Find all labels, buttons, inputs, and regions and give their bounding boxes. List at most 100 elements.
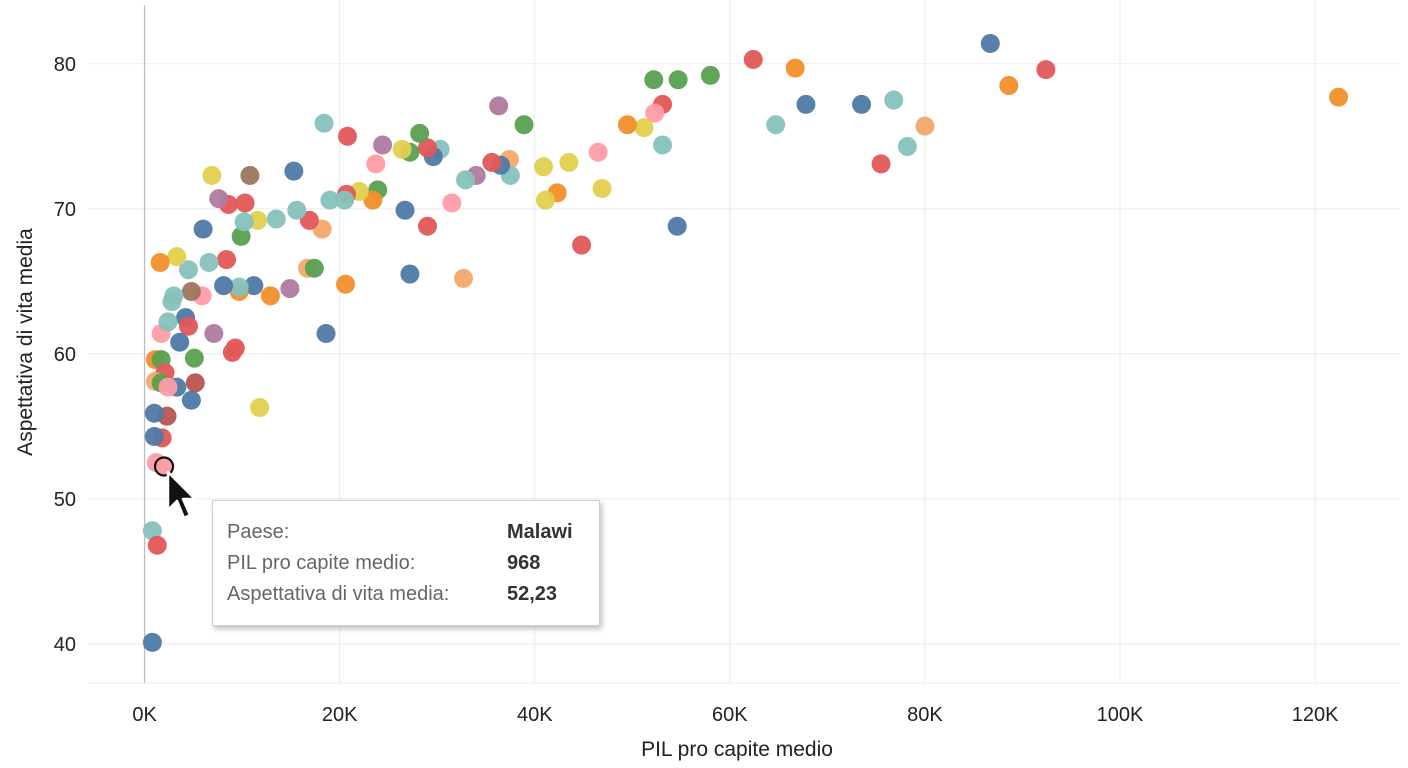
data-point[interactable] bbox=[852, 94, 872, 114]
data-point[interactable] bbox=[214, 276, 234, 296]
data-point[interactable] bbox=[284, 161, 304, 181]
data-point[interactable] bbox=[645, 103, 665, 123]
data-point[interactable] bbox=[417, 138, 437, 158]
data-point[interactable] bbox=[743, 49, 763, 69]
data-point[interactable] bbox=[299, 210, 319, 230]
tooltip-row-life: Aspettativa di vita media: 52,23 bbox=[227, 579, 585, 610]
data-point[interactable] bbox=[287, 200, 307, 220]
data-point[interactable] bbox=[142, 632, 162, 652]
data-point[interactable] bbox=[316, 324, 336, 344]
data-point[interactable] bbox=[222, 342, 242, 362]
data-point[interactable] bbox=[454, 268, 474, 288]
x-axis-title: PIL pro capite medio bbox=[641, 738, 833, 761]
data-point[interactable] bbox=[785, 58, 805, 78]
data-point[interactable] bbox=[999, 76, 1019, 96]
data-point[interactable] bbox=[766, 115, 786, 135]
data-point[interactable] bbox=[320, 190, 340, 210]
tooltip-value: 52,23 bbox=[507, 583, 558, 605]
data-point[interactable] bbox=[482, 152, 502, 172]
data-point[interactable] bbox=[417, 216, 437, 236]
data-point[interactable] bbox=[363, 190, 383, 210]
y-tick-label: 70 bbox=[54, 199, 76, 221]
data-point[interactable] bbox=[456, 170, 476, 190]
data-point[interactable] bbox=[266, 209, 286, 229]
data-point[interactable] bbox=[209, 189, 229, 209]
data-point[interactable] bbox=[653, 135, 673, 155]
data-point[interactable] bbox=[667, 216, 687, 236]
tooltip-label: Paese: bbox=[227, 521, 290, 543]
y-tick-label: 60 bbox=[54, 344, 76, 366]
data-point[interactable] bbox=[392, 139, 412, 159]
data-point[interactable] bbox=[170, 332, 190, 352]
data-point[interactable] bbox=[410, 123, 430, 143]
data-point[interactable] bbox=[395, 200, 415, 220]
data-point[interactable] bbox=[231, 226, 251, 246]
data-point[interactable] bbox=[204, 324, 224, 344]
data-point[interactable] bbox=[592, 179, 612, 199]
data-point[interactable] bbox=[489, 96, 509, 116]
data-point[interactable] bbox=[158, 377, 178, 397]
data-point[interactable] bbox=[559, 152, 579, 172]
data-point[interactable] bbox=[336, 274, 356, 294]
data-point[interactable] bbox=[314, 113, 334, 133]
data-point[interactable] bbox=[229, 277, 249, 297]
y-axis-ticks: 40 50 60 70 80 bbox=[54, 54, 76, 656]
data-point[interactable] bbox=[700, 65, 720, 85]
data-point[interactable] bbox=[158, 312, 178, 332]
data-point[interactable] bbox=[147, 535, 167, 555]
data-point[interactable] bbox=[144, 403, 164, 423]
data-point[interactable] bbox=[572, 235, 592, 255]
tooltip-row-country: Paese: Malawi bbox=[227, 517, 585, 548]
data-point[interactable] bbox=[184, 348, 204, 368]
data-point[interactable] bbox=[167, 247, 187, 267]
data-point[interactable] bbox=[400, 264, 420, 284]
y-axis-title: Aspettativa di vita media bbox=[14, 228, 37, 456]
tooltip-label: PIL pro capite medio: bbox=[227, 552, 416, 574]
data-point[interactable] bbox=[199, 252, 219, 272]
data-point[interactable] bbox=[260, 286, 280, 306]
data-point[interactable] bbox=[980, 34, 1000, 54]
data-point[interactable] bbox=[162, 292, 182, 312]
data-point[interactable] bbox=[897, 136, 917, 156]
data-point[interactable] bbox=[535, 190, 555, 210]
data-point[interactable] bbox=[373, 135, 393, 155]
data-point[interactable] bbox=[871, 154, 891, 174]
data-point[interactable] bbox=[144, 426, 164, 446]
data-point[interactable] bbox=[280, 279, 300, 299]
data-point[interactable] bbox=[796, 94, 816, 114]
x-tick-label: 20K bbox=[322, 704, 358, 726]
data-point[interactable] bbox=[181, 281, 201, 301]
data-point[interactable] bbox=[634, 118, 654, 138]
data-point[interactable] bbox=[185, 373, 205, 393]
x-tick-label: 60K bbox=[712, 704, 748, 726]
data-point[interactable] bbox=[178, 260, 198, 280]
data-point[interactable] bbox=[1329, 87, 1349, 107]
data-point[interactable] bbox=[244, 276, 264, 296]
data-point[interactable] bbox=[234, 212, 254, 232]
data-point[interactable] bbox=[366, 154, 386, 174]
data-point[interactable] bbox=[442, 193, 462, 213]
tooltip-value: 968 bbox=[507, 552, 541, 574]
data-point[interactable] bbox=[534, 157, 554, 177]
data-point[interactable] bbox=[250, 397, 270, 417]
data-point[interactable] bbox=[142, 521, 162, 541]
data-point[interactable] bbox=[202, 165, 222, 185]
data-point[interactable] bbox=[240, 165, 260, 185]
data-point[interactable] bbox=[235, 193, 255, 213]
data-point[interactable] bbox=[644, 70, 664, 90]
data-point[interactable] bbox=[335, 190, 355, 210]
data-point[interactable] bbox=[217, 250, 237, 270]
data-point[interactable] bbox=[178, 316, 198, 336]
data-point[interactable] bbox=[884, 90, 904, 110]
data-point[interactable] bbox=[514, 115, 534, 135]
data-point[interactable] bbox=[1036, 60, 1056, 80]
data-point[interactable] bbox=[337, 126, 357, 146]
data-point[interactable] bbox=[150, 252, 170, 272]
data-point[interactable] bbox=[193, 219, 213, 239]
data-point[interactable] bbox=[617, 115, 637, 135]
data-point[interactable] bbox=[304, 258, 324, 278]
data-point[interactable] bbox=[181, 390, 201, 410]
data-point[interactable] bbox=[668, 70, 688, 90]
data-point[interactable] bbox=[915, 116, 935, 136]
data-point[interactable] bbox=[588, 142, 608, 162]
